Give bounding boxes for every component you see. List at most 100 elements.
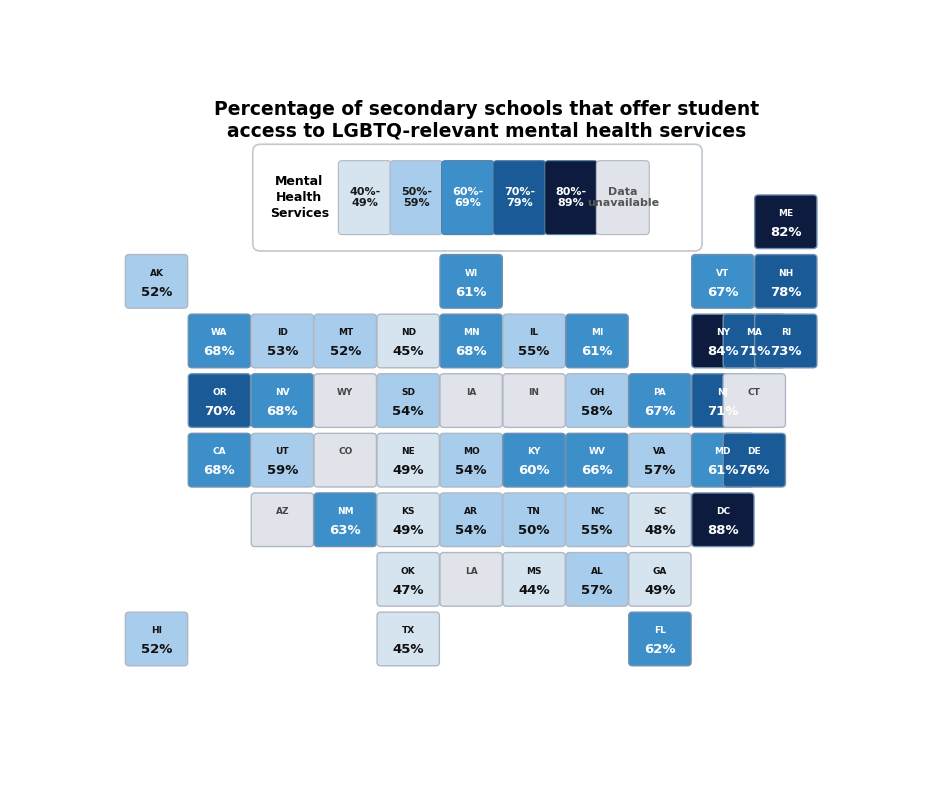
FancyBboxPatch shape	[440, 374, 503, 427]
Text: 60%: 60%	[519, 464, 550, 477]
Text: 68%: 68%	[267, 405, 298, 418]
FancyBboxPatch shape	[503, 374, 565, 427]
Text: AR: AR	[465, 507, 478, 516]
FancyBboxPatch shape	[629, 374, 691, 427]
FancyBboxPatch shape	[503, 552, 565, 606]
FancyBboxPatch shape	[314, 433, 376, 487]
Text: 67%: 67%	[707, 286, 738, 299]
Text: 70%-
79%: 70%- 79%	[504, 187, 535, 208]
FancyBboxPatch shape	[314, 314, 376, 368]
FancyBboxPatch shape	[629, 612, 691, 666]
Text: 63%: 63%	[330, 524, 361, 537]
FancyBboxPatch shape	[440, 314, 503, 368]
FancyBboxPatch shape	[188, 433, 251, 487]
Text: 48%: 48%	[644, 524, 675, 537]
Text: UT: UT	[276, 448, 289, 456]
Text: 45%: 45%	[392, 643, 424, 656]
Text: OH: OH	[589, 388, 605, 397]
FancyBboxPatch shape	[503, 433, 565, 487]
Text: Data
unavailable: Data unavailable	[587, 187, 659, 208]
FancyBboxPatch shape	[566, 433, 628, 487]
Text: NC: NC	[590, 507, 604, 516]
Text: IA: IA	[466, 388, 476, 397]
Text: HI: HI	[151, 626, 162, 635]
Text: MI: MI	[591, 328, 603, 337]
FancyBboxPatch shape	[692, 433, 754, 487]
Text: 58%: 58%	[581, 405, 613, 418]
Text: MS: MS	[526, 567, 542, 576]
FancyBboxPatch shape	[754, 314, 817, 368]
Text: 68%: 68%	[455, 345, 487, 358]
Text: Percentage of secondary schools that offer student
access to LGBTQ-relevant ment: Percentage of secondary schools that off…	[215, 100, 759, 141]
Text: DE: DE	[748, 448, 761, 456]
Text: MT: MT	[337, 328, 352, 337]
Text: IL: IL	[529, 328, 539, 337]
FancyBboxPatch shape	[692, 374, 754, 427]
FancyBboxPatch shape	[125, 254, 188, 308]
Text: PA: PA	[654, 388, 666, 397]
Text: 71%: 71%	[707, 405, 738, 418]
Text: OK: OK	[401, 567, 415, 576]
FancyBboxPatch shape	[251, 493, 314, 547]
Text: 59%: 59%	[267, 464, 298, 477]
FancyBboxPatch shape	[440, 254, 503, 308]
FancyBboxPatch shape	[253, 144, 702, 251]
Text: 52%: 52%	[141, 286, 172, 299]
Text: 54%: 54%	[455, 524, 487, 537]
Text: 52%: 52%	[141, 643, 172, 656]
Text: CO: CO	[338, 448, 352, 456]
Text: AZ: AZ	[276, 507, 289, 516]
FancyBboxPatch shape	[251, 314, 314, 368]
Text: SD: SD	[401, 388, 415, 397]
Text: 54%: 54%	[455, 464, 487, 477]
Text: 45%: 45%	[392, 345, 424, 358]
FancyBboxPatch shape	[377, 612, 439, 666]
FancyBboxPatch shape	[125, 612, 188, 666]
FancyBboxPatch shape	[442, 161, 494, 234]
Text: OR: OR	[212, 388, 227, 397]
Text: NE: NE	[401, 448, 415, 456]
Text: MA: MA	[747, 328, 762, 337]
Text: NV: NV	[276, 388, 290, 397]
FancyBboxPatch shape	[629, 433, 691, 487]
Text: 84%: 84%	[707, 345, 739, 358]
FancyBboxPatch shape	[566, 493, 628, 547]
Text: NH: NH	[778, 269, 793, 278]
Text: 61%: 61%	[707, 464, 738, 477]
FancyBboxPatch shape	[493, 161, 546, 234]
Text: ME: ME	[778, 209, 793, 218]
Text: 49%: 49%	[644, 584, 675, 597]
Text: 61%: 61%	[455, 286, 487, 299]
Text: Mental
Health
Services: Mental Health Services	[270, 175, 329, 220]
Text: NM: NM	[337, 507, 353, 516]
Text: 55%: 55%	[519, 345, 550, 358]
FancyBboxPatch shape	[188, 314, 251, 368]
Text: ND: ND	[401, 328, 416, 337]
Text: 55%: 55%	[581, 524, 613, 537]
Text: AL: AL	[591, 567, 603, 576]
Text: 80%-
89%: 80%- 89%	[556, 187, 587, 208]
Text: 40%-
49%: 40%- 49%	[350, 187, 380, 208]
FancyBboxPatch shape	[314, 493, 376, 547]
Text: 49%: 49%	[392, 464, 424, 477]
FancyBboxPatch shape	[503, 314, 565, 368]
FancyBboxPatch shape	[566, 552, 628, 606]
FancyBboxPatch shape	[377, 552, 439, 606]
Text: 71%: 71%	[739, 345, 770, 358]
Text: 66%: 66%	[581, 464, 613, 477]
FancyBboxPatch shape	[544, 161, 598, 234]
FancyBboxPatch shape	[390, 161, 443, 234]
Text: 68%: 68%	[203, 345, 236, 358]
Text: 88%: 88%	[707, 524, 739, 537]
FancyBboxPatch shape	[377, 314, 439, 368]
Text: 57%: 57%	[644, 464, 675, 477]
Text: 47%: 47%	[392, 584, 424, 597]
FancyBboxPatch shape	[377, 433, 439, 487]
Text: 52%: 52%	[330, 345, 361, 358]
Text: SC: SC	[654, 507, 667, 516]
Text: 67%: 67%	[644, 405, 675, 418]
Text: AK: AK	[149, 269, 163, 278]
Text: 54%: 54%	[392, 405, 424, 418]
Text: 44%: 44%	[519, 584, 550, 597]
Text: 49%: 49%	[392, 524, 424, 537]
